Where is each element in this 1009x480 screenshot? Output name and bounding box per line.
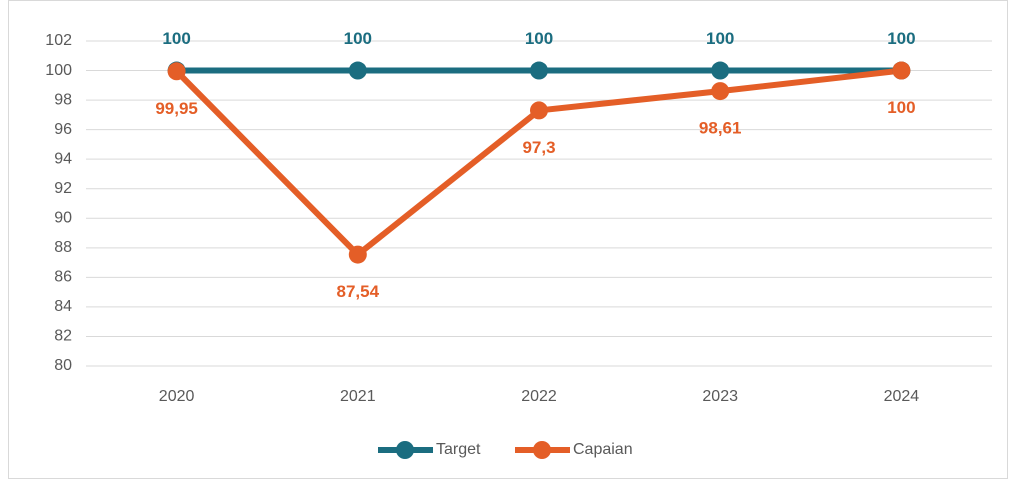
legend-label: Capaian [573,441,633,458]
data-label: 98,61 [699,119,742,138]
data-label: 99,95 [155,99,198,118]
y-tick-label: 84 [54,298,72,315]
y-tick-label: 96 [54,121,72,138]
y-tick-label: 102 [45,32,72,49]
data-label: 87,54 [337,282,380,301]
x-tick-label: 2024 [884,388,920,405]
marker [530,61,548,80]
x-tick-label: 2023 [702,388,738,405]
y-tick-label: 80 [54,357,72,374]
marker [167,62,186,81]
data-label: 100 [162,29,190,48]
y-tick-label: 94 [54,150,72,167]
data-label: 100 [887,29,915,48]
data-label: 100 [706,29,734,48]
marker [348,245,367,264]
y-tick-label: 88 [54,239,72,256]
legend-marker [533,441,551,459]
data-label: 100 [887,98,915,117]
data-label: 100 [525,29,553,48]
marker [892,61,911,80]
legend-marker [396,441,414,459]
marker [711,61,730,80]
x-tick-label: 2021 [340,388,376,405]
y-tick-label: 82 [54,328,72,345]
legend-label: Target [436,441,481,458]
marker [348,61,367,80]
x-tick-label: 2020 [159,388,195,405]
y-tick-label: 86 [54,269,72,286]
data-label: 100 [344,29,372,48]
marker [530,101,548,120]
y-tick-label: 92 [54,180,72,197]
y-tick-label: 100 [45,62,72,79]
data-label: 97,3 [522,138,555,157]
y-tick-label: 98 [54,91,72,108]
x-tick-label: 2022 [521,388,557,405]
y-tick-label: 90 [54,209,72,226]
marker [711,82,730,101]
